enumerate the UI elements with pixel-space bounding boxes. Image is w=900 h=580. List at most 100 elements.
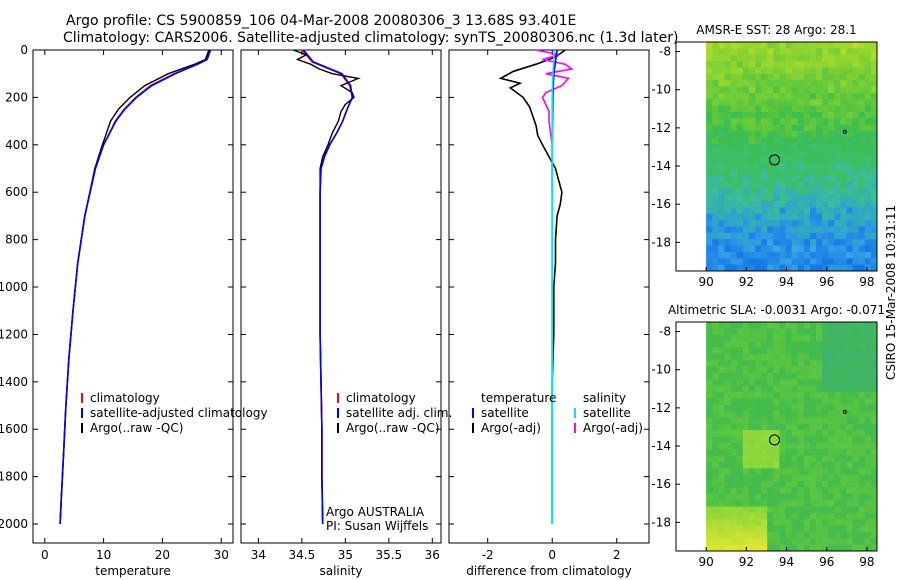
amsr-sst-cell bbox=[840, 105, 847, 113]
altimetric-sla-cell bbox=[785, 392, 793, 399]
altimetric-sla-cell bbox=[816, 525, 823, 533]
amsr-sst-cell bbox=[724, 99, 732, 107]
amsr-sst-cell bbox=[822, 188, 829, 196]
altimetric-sla-cell bbox=[742, 398, 750, 406]
altimetric-sla-cell bbox=[797, 417, 805, 425]
altimetric-sla-cell bbox=[803, 481, 811, 488]
amsr-sst-cell bbox=[828, 175, 835, 183]
altimetric-sla-cell bbox=[858, 347, 866, 355]
altimetric-sla-cell bbox=[791, 398, 799, 406]
altimetric-sla-cell bbox=[840, 506, 847, 514]
altimetric-sla-cell bbox=[828, 411, 835, 418]
amsr-sst-cell bbox=[718, 264, 725, 272]
amsr-sst-cell bbox=[834, 124, 841, 132]
amsr-sst-cell bbox=[828, 226, 835, 234]
amsr-sst-cell bbox=[803, 112, 811, 119]
altimetric-sla-cell bbox=[791, 481, 799, 488]
amsr-sst-cell bbox=[797, 181, 805, 189]
altimetric-sla-cell bbox=[767, 538, 774, 546]
altimetric-sla-cell bbox=[748, 474, 756, 482]
salinity-legend-label: climatology bbox=[346, 391, 416, 405]
altimetric-sla-cell bbox=[724, 487, 732, 495]
altimetric-sla-cell bbox=[852, 461, 860, 469]
amsr-sst-cell bbox=[767, 226, 774, 234]
altimetric-sla-cell bbox=[840, 328, 847, 336]
altimetric-sla-cell bbox=[712, 455, 719, 463]
amsr-sst-cell bbox=[730, 251, 738, 259]
amsr-sst-cell bbox=[822, 162, 829, 170]
altimetric-sla-cell bbox=[718, 461, 725, 469]
altimetric-sla-cell bbox=[755, 322, 762, 329]
amsr-sst-cell bbox=[822, 99, 829, 107]
altimetric-sla-cell bbox=[773, 538, 780, 546]
altimetric-sla-cell bbox=[730, 525, 738, 533]
altimetric-sla-cell bbox=[706, 538, 713, 546]
altimetric-sla-cell bbox=[706, 334, 713, 342]
altimetric-sla-cell bbox=[840, 385, 847, 393]
altimetric-sla-cell bbox=[852, 455, 860, 463]
amsr-sst-cell bbox=[797, 131, 805, 138]
altimetric-sla-cell bbox=[809, 353, 817, 361]
amsr-sst-cell bbox=[706, 67, 713, 75]
amsr-sst-cell bbox=[816, 169, 823, 177]
amsr-sst-cell bbox=[864, 175, 872, 183]
altimetric-sla-cell bbox=[822, 417, 829, 425]
altimetric-sla-cell bbox=[870, 474, 878, 482]
altimetric-sla-cell bbox=[712, 385, 719, 393]
altimetric-sla-cell bbox=[761, 449, 768, 457]
altimetric-sla-cell bbox=[809, 461, 817, 469]
amsr-sst-cell bbox=[755, 86, 762, 94]
altimetric-sla-cell bbox=[852, 468, 860, 476]
altimetric-sla-cell bbox=[828, 512, 835, 520]
altimetric-sla-cell bbox=[755, 360, 762, 368]
altimetric-sla-cell bbox=[809, 411, 817, 418]
altimetric-sla-cell bbox=[712, 531, 719, 539]
amsr-sst-cell bbox=[846, 99, 854, 107]
altimetric-sla-cell bbox=[736, 461, 744, 469]
amsr-sst-cell bbox=[742, 92, 750, 100]
amsr-sst-cell bbox=[870, 207, 878, 215]
amsr-sst-cell bbox=[870, 67, 878, 75]
amsr-sst-cell bbox=[809, 232, 817, 240]
altimetric-sla-cell bbox=[779, 417, 786, 425]
amsr-sst-cell bbox=[791, 54, 799, 62]
altimetric-sla-cell bbox=[706, 423, 713, 431]
amsr-sst-cell bbox=[761, 201, 768, 208]
altimetric-sla-cell bbox=[791, 538, 799, 546]
amsr-sst-cell bbox=[828, 118, 835, 126]
altimetric-sla-cell bbox=[791, 519, 799, 527]
amsr-sst-cell bbox=[840, 118, 847, 126]
altimetric-sla-cell bbox=[724, 493, 732, 501]
amsr-sst-cell bbox=[791, 175, 799, 183]
altimetric-sla-cell bbox=[834, 385, 841, 393]
amsr-sst-cell bbox=[712, 156, 719, 164]
amsr-sst-cell bbox=[730, 201, 738, 208]
altimetric-sla-cell bbox=[870, 493, 878, 501]
amsr-sst-cell bbox=[803, 213, 811, 221]
altimetric-sla-cell bbox=[791, 512, 799, 520]
altimetric-sla-cell bbox=[840, 500, 847, 507]
altimetric-sla-cell bbox=[864, 442, 872, 450]
amsr-sst-cell bbox=[791, 73, 799, 81]
amsr-sst-cell bbox=[803, 118, 811, 126]
altimetric-sla-cell bbox=[767, 474, 774, 482]
amsr-sst-cell bbox=[816, 61, 823, 68]
amsr-sst-cell bbox=[828, 131, 835, 138]
amsr-sst-cell bbox=[803, 226, 811, 234]
amsr-sst-cell bbox=[870, 86, 878, 94]
amsr-sst-cell bbox=[773, 162, 780, 170]
altimetric-sla-cell bbox=[870, 372, 878, 380]
amsr-sst-cell bbox=[834, 226, 841, 234]
altimetric-sla-cell bbox=[767, 322, 774, 329]
altimetric-sla-cell bbox=[803, 398, 811, 406]
altimetric-sla-cell bbox=[742, 461, 750, 469]
altimetric-sla-cell bbox=[761, 379, 768, 387]
amsr-sst-cell bbox=[761, 232, 768, 240]
altimetric-sla-cell bbox=[755, 544, 762, 552]
amsr-sst-cell bbox=[773, 131, 780, 138]
amsr-sst-cell bbox=[834, 112, 841, 119]
amsr-sst-cell bbox=[864, 143, 872, 151]
amsr-sst-cell bbox=[797, 137, 805, 145]
amsr-sst-cell bbox=[858, 239, 866, 247]
altimetric-sla-cell bbox=[773, 366, 780, 374]
